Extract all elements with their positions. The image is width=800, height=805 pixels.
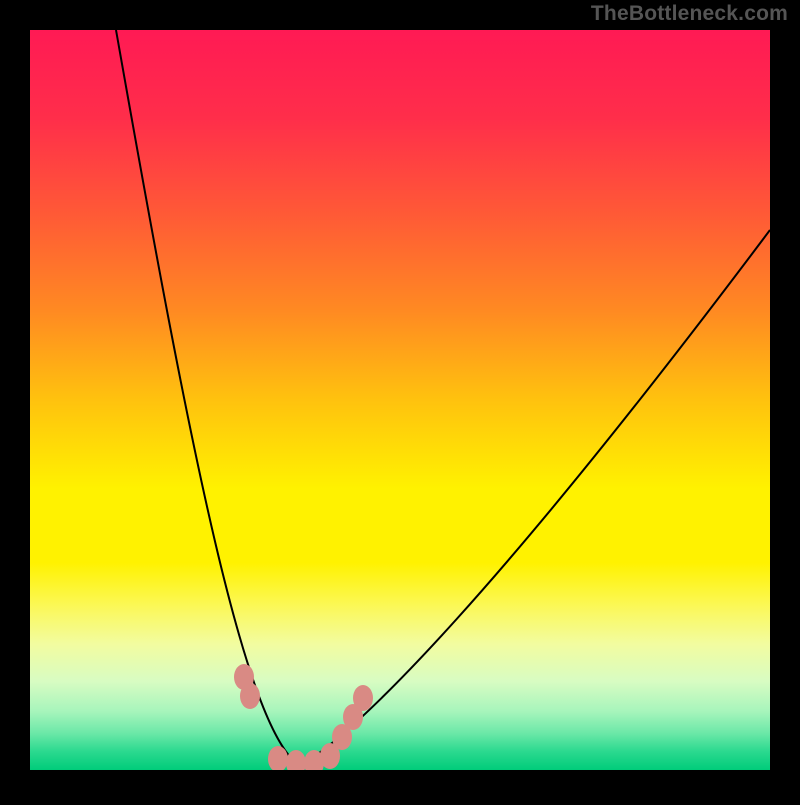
data-point bbox=[240, 683, 260, 709]
chart-frame: TheBottleneck.com bbox=[0, 0, 800, 800]
gradient-background bbox=[30, 30, 770, 770]
data-point bbox=[353, 685, 373, 711]
data-point bbox=[268, 746, 288, 772]
watermark-text: TheBottleneck.com bbox=[591, 2, 788, 26]
bottleneck-plot bbox=[0, 0, 800, 800]
